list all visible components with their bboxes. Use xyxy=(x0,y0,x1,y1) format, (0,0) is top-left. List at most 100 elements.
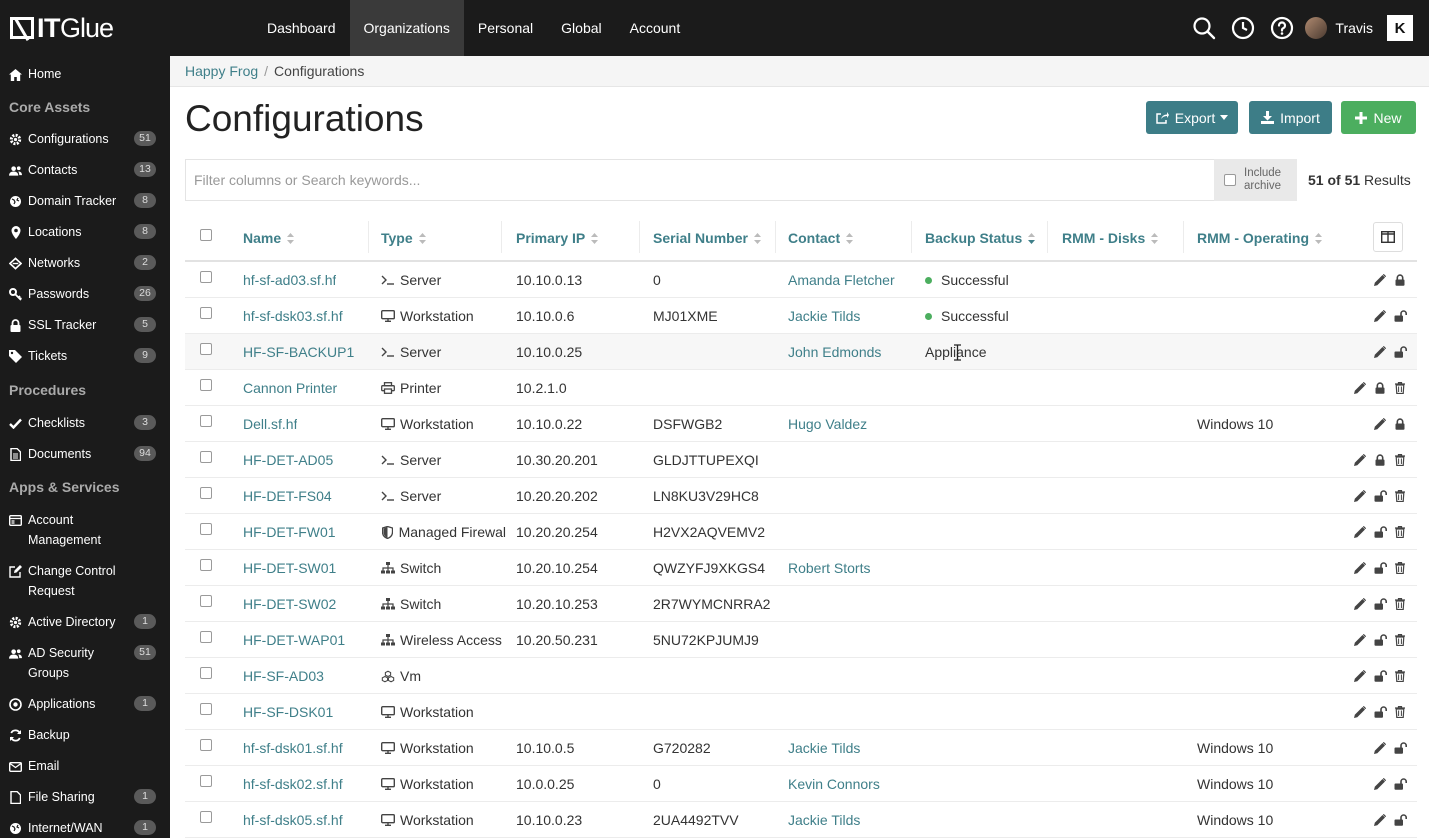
table-row[interactable]: hf-sf-dsk03.sf.hf Workstation 10.10.0.6 MJ0… xyxy=(185,298,1417,334)
sidebar-item-locations[interactable]: Locations 8 xyxy=(0,224,170,242)
config-name-link[interactable]: HF-DET-SW02 xyxy=(243,596,337,612)
column-divider[interactable] xyxy=(1047,221,1048,253)
unlock-icon[interactable] xyxy=(1373,669,1387,683)
table-row[interactable]: HF-SF-BACKUP1 Server 10.10.0.25 John Edmond… xyxy=(185,334,1417,370)
config-name-link[interactable]: HF-DET-FS04 xyxy=(243,488,332,504)
unlock-icon[interactable] xyxy=(1393,345,1407,359)
select-all-checkbox[interactable] xyxy=(200,229,212,241)
column-header-rmm-disks[interactable]: RMM - Disks xyxy=(1062,230,1159,246)
kaseya-icon[interactable]: K xyxy=(1387,15,1413,41)
table-row[interactable]: hf-sf-dsk02.sf.hf Workstation 10.0.0.25 0 Ke… xyxy=(185,766,1417,802)
config-name-link[interactable]: hf-sf-ad03.sf.hf xyxy=(243,272,337,288)
edit-icon[interactable] xyxy=(1353,705,1367,719)
edit-icon[interactable] xyxy=(1353,597,1367,611)
trash-icon[interactable] xyxy=(1393,705,1407,719)
column-header-type[interactable]: Type xyxy=(381,230,426,246)
row-checkbox[interactable] xyxy=(200,271,212,283)
unlock-icon[interactable] xyxy=(1373,489,1387,503)
table-row[interactable]: HF-DET-AD05 Server 10.30.20.201 GLDJTTUPEXQ… xyxy=(185,442,1417,478)
edit-icon[interactable] xyxy=(1353,381,1367,395)
config-name-link[interactable]: HF-SF-BACKUP1 xyxy=(243,344,355,360)
config-name-link[interactable]: HF-DET-AD05 xyxy=(243,452,334,468)
unlock-icon[interactable] xyxy=(1393,813,1407,827)
config-name-link[interactable]: HF-DET-SW01 xyxy=(243,560,337,576)
column-divider[interactable] xyxy=(501,221,502,253)
sidebar-item-passwords[interactable]: Passwords 26 xyxy=(0,286,170,304)
column-toggle-button[interactable] xyxy=(1373,222,1403,252)
contact-link[interactable]: Amanda Fletcher xyxy=(788,272,895,288)
sidebar-item-contacts[interactable]: Contacts 13 xyxy=(0,162,170,180)
table-row[interactable]: HF-DET-FW01 Managed Firewal 10.20.20.254 H2… xyxy=(185,514,1417,550)
import-button[interactable]: Import xyxy=(1249,101,1332,134)
table-row[interactable]: HF-SF-DSK01 Workstation xyxy=(185,694,1417,730)
column-header-backup-status[interactable]: Backup Status xyxy=(925,230,1036,246)
row-checkbox[interactable] xyxy=(200,703,212,715)
column-header-name[interactable]: Name xyxy=(243,230,295,246)
clock-icon[interactable] xyxy=(1223,0,1262,56)
edit-icon[interactable] xyxy=(1373,813,1387,827)
sidebar-item-ssl-tracker[interactable]: SSL Tracker 5 xyxy=(0,317,170,335)
unlock-icon[interactable] xyxy=(1393,741,1407,755)
unlock-icon[interactable] xyxy=(1373,633,1387,647)
config-name-link[interactable]: HF-SF-AD03 xyxy=(243,668,324,684)
user-menu[interactable]: Travis xyxy=(1305,17,1373,39)
sidebar-item-backup[interactable]: Backup xyxy=(0,728,170,745)
row-checkbox[interactable] xyxy=(200,343,212,355)
archive-checkbox[interactable] xyxy=(1224,174,1236,186)
table-row[interactable]: hf-sf-dsk01.sf.hf Workstation 10.10.0.5 G72… xyxy=(185,730,1417,766)
row-checkbox[interactable] xyxy=(200,487,212,499)
sidebar-item-internet-wan[interactable]: Internet/WAN 1 xyxy=(0,820,170,838)
edit-icon[interactable] xyxy=(1353,489,1367,503)
unlock-icon[interactable] xyxy=(1373,705,1387,719)
column-header-contact[interactable]: Contact xyxy=(788,230,854,246)
unlock-icon[interactable] xyxy=(1393,777,1407,791)
column-header-rmm-operating[interactable]: RMM - Operating xyxy=(1197,230,1322,246)
column-header-serial-number[interactable]: Serial Number xyxy=(653,230,761,246)
sidebar-item-networks[interactable]: Networks 2 xyxy=(0,255,170,273)
breadcrumb-org-link[interactable]: Happy Frog xyxy=(185,63,259,79)
contact-link[interactable]: Kevin Connors xyxy=(788,776,880,792)
contact-link[interactable]: Jackie Tilds xyxy=(788,812,861,828)
sidebar-item-ad-security-groups[interactable]: AD Security Groups 51 xyxy=(0,645,170,683)
nav-personal[interactable]: Personal xyxy=(477,20,534,36)
sidebar-item-change-control-request[interactable]: Change Control Request xyxy=(0,564,170,601)
row-checkbox[interactable] xyxy=(200,811,212,823)
sidebar-item-email[interactable]: Email xyxy=(0,759,170,776)
trash-icon[interactable] xyxy=(1393,597,1407,611)
config-name-link[interactable]: hf-sf-dsk03.sf.hf xyxy=(243,308,343,324)
row-checkbox[interactable] xyxy=(200,667,212,679)
lock-icon[interactable] xyxy=(1393,273,1407,287)
row-checkbox[interactable] xyxy=(200,631,212,643)
table-row[interactable]: Cannon Printer Printer 10.2.1.0 xyxy=(185,370,1417,406)
lock-icon[interactable] xyxy=(1373,453,1387,467)
lock-icon[interactable] xyxy=(1373,381,1387,395)
edit-icon[interactable] xyxy=(1353,669,1367,683)
table-row[interactable]: HF-DET-SW01 Switch 10.20.10.254 QWZYFJ9XKGS… xyxy=(185,550,1417,586)
sidebar-item-applications[interactable]: Applications 1 xyxy=(0,696,170,714)
row-checkbox[interactable] xyxy=(200,379,212,391)
config-name-link[interactable]: HF-SF-DSK01 xyxy=(243,704,334,720)
row-checkbox[interactable] xyxy=(200,595,212,607)
edit-icon[interactable] xyxy=(1373,273,1387,287)
trash-icon[interactable] xyxy=(1393,525,1407,539)
contact-link[interactable]: John Edmonds xyxy=(788,344,882,360)
table-row[interactable]: HF-DET-WAP01 Wireless Access I 10.20.50.23… xyxy=(185,622,1417,658)
trash-icon[interactable] xyxy=(1393,669,1407,683)
config-name-link[interactable]: hf-sf-dsk01.sf.hf xyxy=(243,740,343,756)
edit-icon[interactable] xyxy=(1353,561,1367,575)
contact-link[interactable]: Hugo Valdez xyxy=(788,416,868,432)
table-row[interactable]: Dell.sf.hf Workstation 10.10.0.22 DSFWGB2 Hu… xyxy=(185,406,1417,442)
column-divider[interactable] xyxy=(639,221,640,253)
unlock-icon[interactable] xyxy=(1373,525,1387,539)
nav-dashboard[interactable]: Dashboard xyxy=(267,20,336,36)
sidebar-item-tickets[interactable]: Tickets 9 xyxy=(0,348,170,366)
search-icon[interactable] xyxy=(1184,0,1223,56)
column-header-primary-ip[interactable]: Primary IP xyxy=(516,230,599,246)
table-row[interactable]: HF-DET-FS04 Server 10.20.20.202 LN8KU3V29HC… xyxy=(185,478,1417,514)
contact-link[interactable]: Jackie Tilds xyxy=(788,308,861,324)
config-name-link[interactable]: HF-DET-WAP01 xyxy=(243,632,346,648)
sidebar-item-configurations[interactable]: Configurations 51 xyxy=(0,131,170,149)
sidebar-item-documents[interactable]: Documents 94 xyxy=(0,446,170,464)
edit-icon[interactable] xyxy=(1373,309,1387,323)
config-name-link[interactable]: Cannon Printer xyxy=(243,380,338,396)
